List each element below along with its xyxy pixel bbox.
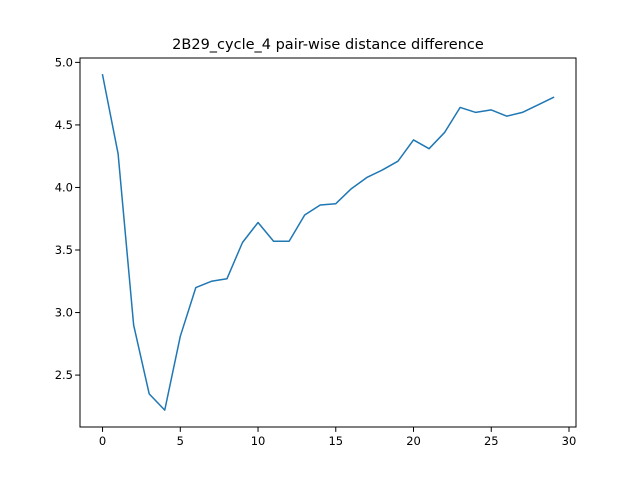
x-tick-label: 0 (99, 434, 106, 448)
chart-title: 2B29_cycle_4 pair-wise distance differen… (172, 37, 484, 53)
y-tick-label: 3.5 (55, 243, 73, 257)
y-tick-label: 2.5 (55, 368, 73, 382)
y-tick-label: 3.0 (55, 306, 73, 320)
x-tick-label: 10 (251, 434, 266, 448)
x-tick-label: 30 (562, 434, 577, 448)
y-tick-label: 5.0 (55, 55, 73, 69)
y-tick-label: 4.5 (55, 118, 73, 132)
plot-area (101, 74, 555, 411)
x-tick-label: 15 (328, 434, 343, 448)
axis-ticks: 0 5 10 15 20 25 30 2.5 3.0 3.5 4.0 4.5 5.0 (55, 55, 577, 448)
x-tick-label: 20 (406, 434, 421, 448)
series-line (101, 74, 555, 411)
x-tick-label: 5 (177, 434, 184, 448)
y-tick-label: 4.0 (55, 180, 73, 194)
plot-frame (79, 57, 577, 428)
x-tick-label: 25 (484, 434, 499, 448)
